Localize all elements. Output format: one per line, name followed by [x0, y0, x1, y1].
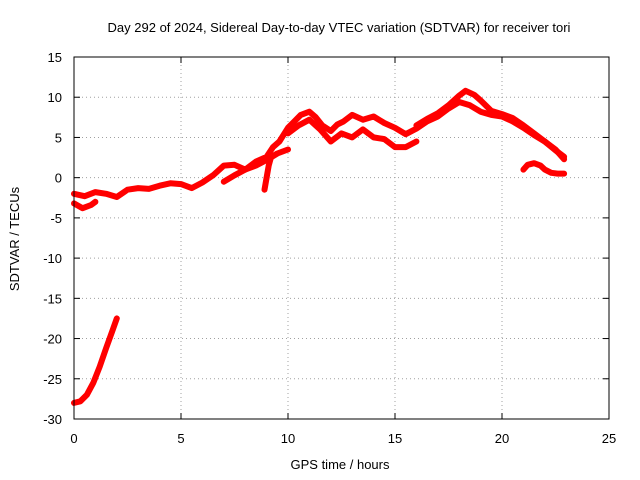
x-axis-ticks: 0 5 10 15 20 25 — [70, 57, 616, 446]
chart-title: Day 292 of 2024, Sidereal Day-to-day VTE… — [108, 20, 571, 35]
y-tick-label: 15 — [48, 50, 62, 65]
y-tick-label: -20 — [43, 332, 62, 347]
y-tick-label: -30 — [43, 412, 62, 427]
series-arc-5 — [261, 154, 274, 193]
y-tick-label: -5 — [50, 211, 62, 226]
series-arc-8 — [520, 160, 568, 177]
series-arc-1 — [71, 315, 120, 406]
y-tick-label: -15 — [43, 291, 62, 306]
x-axis-label: GPS time / hours — [291, 457, 390, 472]
y-tick-label: 10 — [48, 90, 62, 105]
series-arc-3 — [71, 198, 99, 212]
x-tick-label: 0 — [70, 431, 77, 446]
x-tick-label: 15 — [388, 431, 402, 446]
series-arc-6 — [285, 116, 420, 151]
x-tick-label: 5 — [177, 431, 184, 446]
x-tick-label: 20 — [495, 431, 509, 446]
plot-frame — [73, 56, 610, 420]
y-tick-label: 5 — [55, 130, 62, 145]
data-series — [71, 87, 568, 406]
y-tick-label: -25 — [43, 372, 62, 387]
y-axis-label: SDTVAR / TECUs — [7, 186, 22, 291]
x-tick-label: 25 — [602, 431, 616, 446]
y-tick-label: 0 — [55, 171, 62, 186]
y-tick-label: -10 — [43, 251, 62, 266]
series-arc-4 — [220, 146, 291, 185]
series-arc-2 — [71, 99, 568, 200]
y-axis-ticks: -30 -25 -20 -15 -10 -5 0 5 10 15 — [43, 50, 609, 427]
series-arc-7 — [413, 87, 568, 163]
x-tick-label: 10 — [281, 431, 295, 446]
